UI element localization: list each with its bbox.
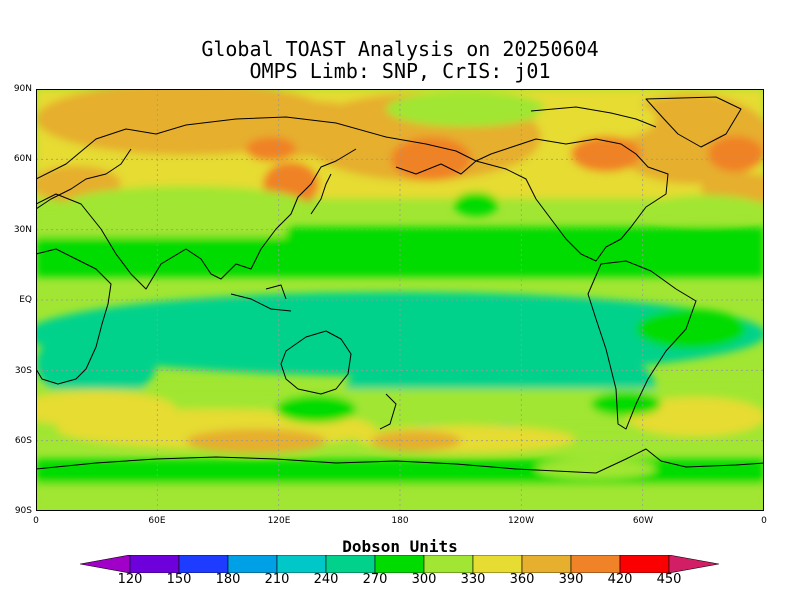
lat-label-30s: 30S: [14, 366, 32, 376]
lon-label-60w: 60W: [632, 516, 654, 526]
colorbar-segment: [227, 555, 278, 573]
colorbar-title: Dobson Units: [342, 537, 458, 556]
colorbar-tick-label: 150: [166, 572, 192, 587]
eurasia-coast: [36, 148, 357, 290]
colorbar-tick-label: 330: [460, 572, 486, 587]
colorbar-segment: [80, 555, 131, 573]
colorbar-tick-label: 360: [509, 572, 535, 587]
lon-label-180: 180: [391, 516, 409, 526]
colorbar-segment: [178, 555, 229, 573]
indonesia-coast: [230, 293, 292, 312]
lon-label-120w: 120W: [507, 516, 535, 526]
map-title-line2: OMPS Limb: SNP, CrIS: j01: [249, 59, 551, 83]
colorbar-segment: [619, 555, 670, 573]
colorbar-tick-label: 450: [656, 572, 682, 587]
colorbar-segment: [472, 555, 523, 573]
colorbar-tick-label: 270: [362, 572, 388, 587]
greenland-coast: [645, 96, 742, 148]
colorbar-segment: [423, 555, 474, 573]
europe-coast: [36, 148, 132, 210]
antarctica-coast: [36, 448, 764, 474]
lat-label-90n: 90N: [13, 84, 32, 94]
colorbar-tick-label: 240: [313, 572, 339, 587]
lat-label-60s: 60S: [14, 436, 32, 446]
north-america-coast: [475, 138, 669, 262]
south-america-coast: [587, 260, 697, 430]
lat-label-30n: 30N: [13, 225, 32, 235]
colorbar-tick-label: 180: [215, 572, 241, 587]
borneo-coast: [265, 284, 287, 300]
colorbar-tick-label: 390: [558, 572, 584, 587]
lat-label-90s: 90S: [14, 506, 32, 516]
colorbar-segment: [521, 555, 572, 573]
new-zealand-coast: [379, 393, 397, 430]
lat-label-60n: 60N: [13, 154, 32, 164]
colorbar-segment: [276, 555, 327, 573]
siberia-coast: [36, 116, 477, 180]
coastlines: [36, 96, 764, 474]
japan-coast: [310, 173, 332, 215]
map-frame: [36, 89, 764, 511]
lat-label-eq: EQ: [19, 295, 32, 305]
africa-coast: [36, 248, 112, 385]
lon-label-60e: 60E: [148, 516, 166, 526]
colorbar-segment: [570, 555, 621, 573]
map-title-line1: Global TOAST Analysis on 20250604: [201, 37, 599, 61]
colorbar: [80, 555, 720, 573]
colorbar-tick-label: 120: [117, 572, 143, 587]
australia-coast: [280, 330, 352, 395]
ozone-field: [36, 89, 764, 511]
ozone-map: [36, 89, 764, 511]
colorbar-segment: [325, 555, 376, 573]
lon-label-0-end: 0: [761, 516, 767, 526]
arctic-islands-coast: [530, 106, 657, 128]
colorbar-tick-label: 300: [411, 572, 437, 587]
lon-label-0: 0: [33, 516, 39, 526]
colorbar-tick-label: 420: [607, 572, 633, 587]
colorbar-segment: [374, 555, 425, 573]
colorbar-segment: [668, 555, 720, 573]
graticule: [36, 89, 764, 511]
colorbar-tick-label: 210: [264, 572, 290, 587]
lon-label-120e: 120E: [267, 516, 291, 526]
colorbar-segment: [129, 555, 180, 573]
